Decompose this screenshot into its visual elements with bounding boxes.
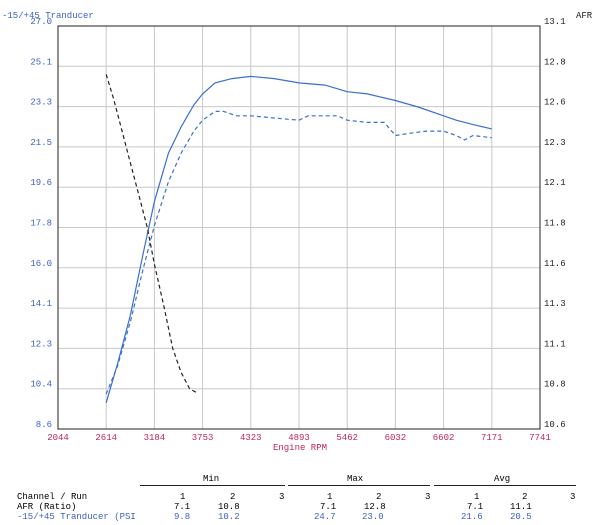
afr-max-1: 7.1 (320, 502, 337, 512)
y-right-tick-label: 10.8 (544, 380, 566, 390)
boost-avg-1: 21.6 (461, 512, 483, 522)
afr-min-2: 10.8 (218, 502, 240, 512)
x-tick-label: 2044 (47, 433, 69, 443)
y-right-tick-label: 13.1 (544, 17, 566, 27)
x-tick-label: 2614 (95, 433, 117, 443)
y-right-tick-label: 11.1 (544, 339, 566, 349)
boost-row-label: -15/+45 Tranducer (PSI (17, 512, 136, 522)
x-tick-label: 6602 (433, 433, 455, 443)
y-right-tick-label: 12.3 (544, 138, 566, 148)
y-left-tick-label: 17.8 (30, 219, 52, 229)
avg-run-1: 1 (474, 492, 480, 502)
channel-run-label: Channel / Run (17, 492, 88, 502)
max-run-1: 1 (327, 492, 333, 502)
min-run-3: 3 (279, 492, 285, 502)
y-right-tick-label: 10.6 (544, 420, 566, 430)
y-left-tick-label: 16.0 (30, 259, 52, 269)
y-right-tick-label: 12.8 (544, 57, 566, 67)
dyno-chart: -15/+45 Tranducer AFR Engine RPM 2044 261… (2, 11, 593, 453)
y-right-tick-label: 12.1 (544, 178, 566, 188)
right-axis-title: AFR (576, 11, 593, 21)
y-right-tick-label: 12.6 (544, 98, 566, 108)
y-left-tick-label: 21.5 (30, 138, 52, 148)
left-axis-title: -15/+45 Tranducer (2, 11, 94, 21)
avg-run-3: 3 (570, 492, 576, 502)
min-run-1: 1 (180, 492, 186, 502)
boost-avg-2: 20.5 (510, 512, 532, 522)
afr-run1-line (105, 74, 199, 395)
x-tick-label: 4323 (240, 433, 262, 443)
avg-header: Avg (494, 474, 511, 484)
y-left-tick-label: 27.0 (30, 17, 52, 27)
avg-rule (434, 485, 576, 486)
y-left-tick-label: 19.6 (30, 178, 52, 188)
boost-max-2: 23.0 (362, 512, 384, 522)
y-right-tick-label: 11.8 (544, 219, 566, 229)
x-tick-label: 3184 (144, 433, 166, 443)
x-tick-label: 4893 (288, 433, 310, 443)
avg-run-2: 2 (522, 492, 528, 502)
y-right-tick-label: 11.6 (544, 259, 566, 269)
min-rule (140, 485, 285, 486)
x-tick-label: 5462 (336, 433, 358, 443)
y-left-tick-label: 8.6 (36, 420, 52, 430)
x-tick-label: 6032 (385, 433, 407, 443)
afr-max-2: 12.8 (364, 502, 386, 512)
x-tick-label: 7741 (529, 433, 551, 443)
boost-run2-line (105, 110, 492, 395)
y-left-tick-label: 12.3 (30, 339, 52, 349)
boost-run1-line (105, 75, 492, 403)
max-rule (288, 485, 430, 486)
x-tick-label: 3753 (192, 433, 214, 443)
y-left-tick-label: 14.1 (30, 299, 52, 309)
max-header: Max (347, 474, 364, 484)
summary-table: Min Max Avg Channel / Run 1 2 3 1 2 3 1 … (0, 472, 600, 525)
y-left-tick-label: 23.3 (30, 98, 52, 108)
boost-max-1: 24.7 (314, 512, 336, 522)
min-header: Min (203, 474, 220, 484)
x-tick-label: 7171 (481, 433, 503, 443)
afr-row-label: AFR (Ratio) (17, 502, 77, 512)
afr-avg-1: 7.1 (467, 502, 484, 512)
afr-avg-2: 11.1 (510, 502, 532, 512)
max-run-3: 3 (425, 492, 431, 502)
min-run-2: 2 (230, 492, 236, 502)
max-run-2: 2 (376, 492, 382, 502)
y-right-tick-label: 11.3 (544, 299, 566, 309)
boost-min-2: 10.2 (218, 512, 240, 522)
y-left-tick-label: 25.1 (30, 57, 52, 67)
y-left-tick-label: 10.4 (30, 380, 52, 390)
afr-min-1: 7.1 (174, 502, 191, 512)
x-axis-title: Engine RPM (273, 443, 327, 453)
boost-min-1: 9.8 (174, 512, 191, 522)
plot-frame (57, 25, 541, 430)
